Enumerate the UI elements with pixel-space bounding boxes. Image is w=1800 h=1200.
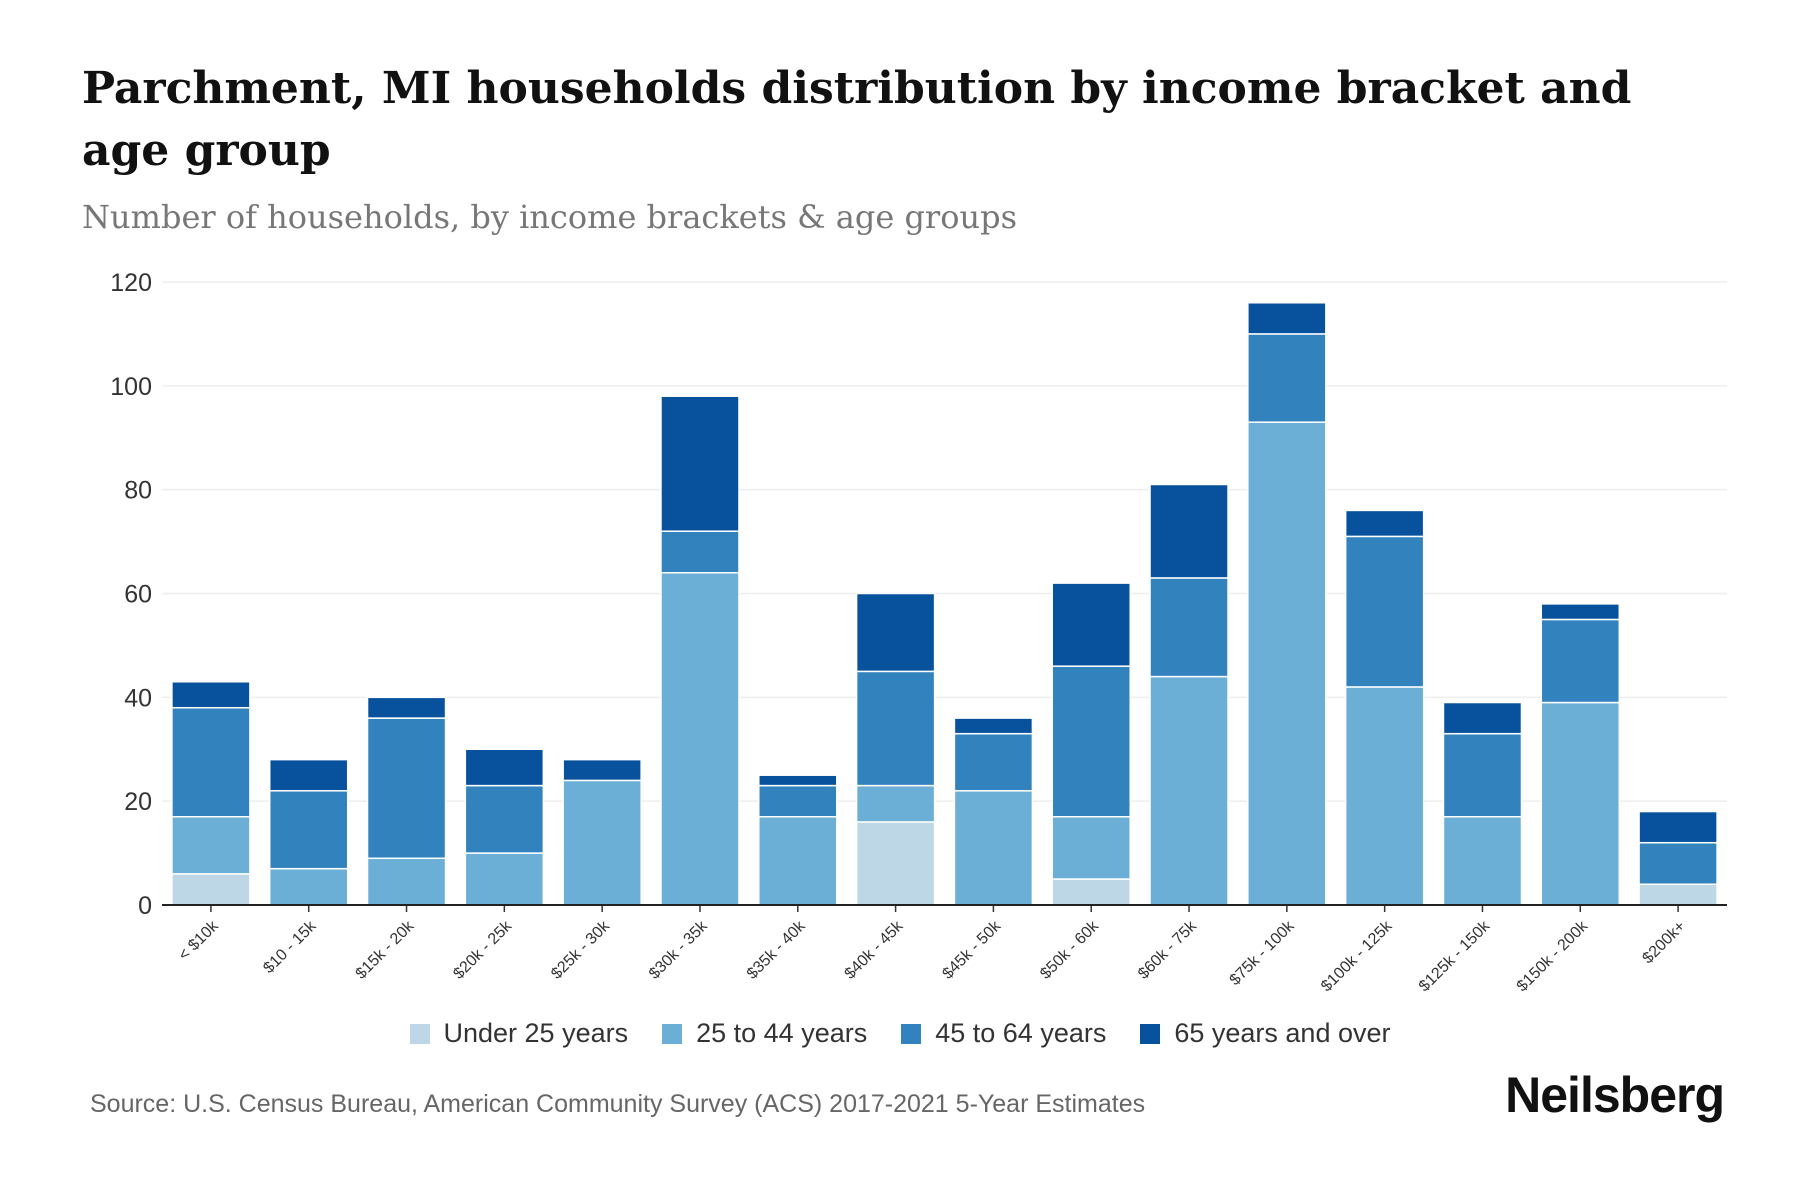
bar-segment — [758, 784, 838, 818]
bar-segment — [1149, 675, 1229, 906]
x-tick-label: $60k - 75k — [1135, 917, 1201, 983]
bar-segment — [660, 571, 740, 906]
bar-segment — [268, 758, 349, 792]
bar-segment — [171, 706, 251, 818]
bar-segment — [1344, 509, 1425, 538]
x-tick-label: $40k - 45k — [842, 917, 908, 983]
bar-segment — [855, 784, 936, 823]
x-tick-label: $35k - 40k — [744, 917, 810, 983]
x-tick-label: $15k - 20k — [353, 917, 419, 983]
legend-item: Under 25 years — [409, 1018, 629, 1049]
bar-segment — [953, 717, 1034, 735]
bar-segment — [1149, 577, 1229, 678]
chart-title: Parchment, MI households distribution by… — [82, 63, 1632, 176]
bar-segment — [1344, 535, 1425, 688]
x-tick-label: $125k - 150k — [1416, 917, 1494, 995]
x-tick-label: $20k - 25k — [450, 917, 516, 983]
x-tick-label: $150k - 200k — [1514, 917, 1592, 995]
x-tick-label: $45k - 50k — [939, 917, 1005, 983]
bar-segment — [1247, 421, 1327, 906]
neilsberg-logo: Neilsberg — [1505, 1067, 1725, 1123]
legend-label: 25 to 44 years — [696, 1018, 868, 1048]
bar-segment — [1247, 302, 1327, 335]
bar-segment — [464, 748, 545, 787]
stacked-bar-chart: 0 20 40 60 80 100 120 < $10k $10 - 15k $15k - 20k… — [110, 269, 1727, 995]
legend-label: 45 to 64 years — [935, 1018, 1107, 1048]
x-tick-label: $50k - 60k — [1037, 917, 1103, 983]
bar-segment — [855, 821, 936, 906]
bar-segment — [1442, 815, 1523, 906]
bar-segment — [268, 790, 349, 870]
x-tick-label: < $10k — [175, 917, 222, 964]
legend-item: 45 to 64 years — [901, 1018, 1106, 1049]
bar-segment — [1540, 701, 1621, 906]
y-tick-label: 0 — [138, 892, 152, 920]
x-tick-label: $10 - 15k — [260, 917, 320, 977]
x-tick-label: $100k - 125k — [1318, 917, 1396, 995]
y-tick-label: 40 — [124, 684, 152, 712]
bar-segment — [1051, 815, 1131, 880]
bar-segment — [1051, 878, 1131, 906]
chart-subtitle: Number of households, by income brackets… — [82, 198, 1017, 236]
bar-segment — [366, 857, 447, 906]
bar-segment — [1442, 701, 1523, 735]
bar-segment — [953, 790, 1034, 906]
bar-segment — [953, 732, 1034, 792]
y-tick-label: 100 — [110, 373, 152, 401]
x-tick-label: $75k - 100k — [1227, 917, 1299, 989]
bar-segment — [171, 873, 251, 906]
legend: Under 25 years 25 to 44 years 45 to 64 yea… — [0, 1018, 1800, 1049]
x-tick-label: $25k - 30k — [548, 917, 614, 983]
legend-label: 65 years and over — [1174, 1018, 1391, 1048]
legend-swatch — [662, 1023, 683, 1044]
bar-segment — [1442, 732, 1523, 818]
bar-segment — [171, 815, 251, 875]
y-tick-label: 120 — [110, 269, 152, 297]
bar-segment — [1051, 582, 1131, 667]
bar-segment — [1344, 686, 1425, 906]
bar-segment — [1638, 810, 1718, 844]
bar-segment — [1540, 618, 1621, 704]
bar-segment — [1149, 483, 1229, 579]
legend-swatch — [409, 1023, 430, 1044]
bar-segment — [464, 852, 545, 906]
legend-item: 65 years and over — [1140, 1018, 1391, 1049]
bar-segment — [171, 681, 251, 709]
bar-segment — [1247, 333, 1327, 423]
bar-segment — [758, 774, 838, 787]
legend-swatch — [1140, 1023, 1161, 1044]
bar-segment — [562, 758, 642, 782]
y-tick-label: 60 — [124, 581, 152, 609]
bar-segment — [758, 815, 838, 906]
bar-segment — [855, 670, 936, 787]
y-tick-label: 80 — [124, 477, 152, 505]
bar-segment — [268, 867, 349, 906]
bar-segment — [464, 784, 545, 854]
source-note: Source: U.S. Census Bureau, American Com… — [90, 1090, 1146, 1118]
bar-segment — [1051, 665, 1131, 818]
bar-segment — [660, 395, 740, 532]
legend-item: 25 to 44 years — [662, 1018, 867, 1049]
bar-segment — [1638, 841, 1718, 885]
bar-segment — [855, 592, 936, 673]
x-tick-label: $200k+ — [1639, 918, 1688, 967]
bar-segment — [660, 530, 740, 574]
bar-segment — [562, 779, 642, 906]
x-tick-label: $30k - 35k — [646, 917, 712, 983]
bar-segment — [366, 717, 447, 860]
legend-label: Under 25 years — [443, 1018, 629, 1048]
bar-segment — [1540, 603, 1621, 621]
y-tick-label: 20 — [124, 788, 152, 816]
bar-segment — [1638, 883, 1718, 906]
bar-segment — [366, 696, 447, 719]
legend-swatch — [901, 1023, 922, 1044]
